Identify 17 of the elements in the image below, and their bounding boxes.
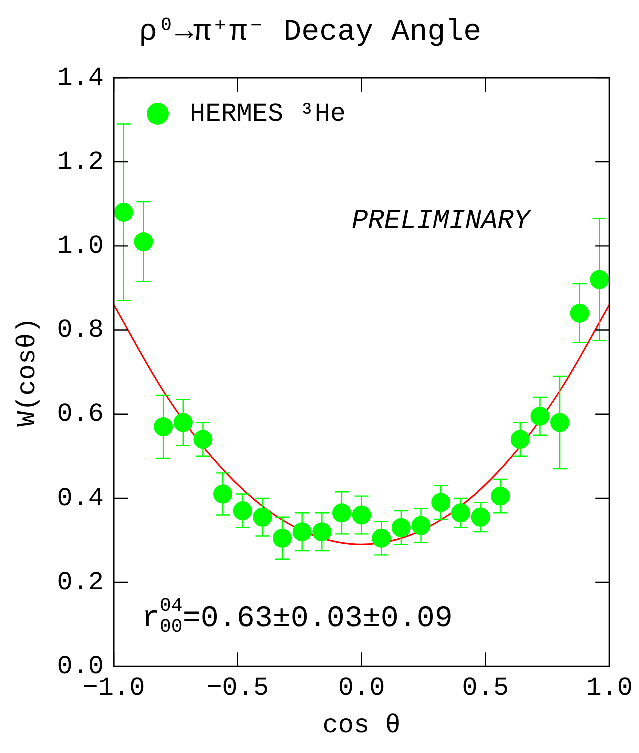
y-axis-title: W(cosθ) (12, 318, 42, 427)
x-tick-label: 1.0 (586, 673, 633, 704)
legend-label: HERMES ³He (190, 98, 346, 129)
y-tick-label: 1.0 (57, 231, 104, 262)
chart-title: ρ⁰→π⁺π⁻ Decay Angle (139, 16, 482, 50)
annotation: PRELIMINARY (352, 207, 532, 238)
y-tick-label: 1.2 (57, 146, 104, 177)
y-tick-label: 0.6 (57, 399, 104, 430)
x-tick-label: 0.0 (338, 673, 386, 704)
x-tick-label: −0.5 (206, 673, 270, 704)
y-tick-label: 1.4 (57, 62, 104, 93)
y-tick-label: 0.8 (57, 315, 104, 346)
x-tick-label: 0.5 (462, 673, 510, 704)
x-tick-label: −1.0 (82, 673, 146, 704)
y-tick-label: 0.4 (57, 483, 104, 514)
y-tick-label: 0.2 (57, 567, 104, 598)
x-axis-title: cos θ (322, 710, 401, 740)
